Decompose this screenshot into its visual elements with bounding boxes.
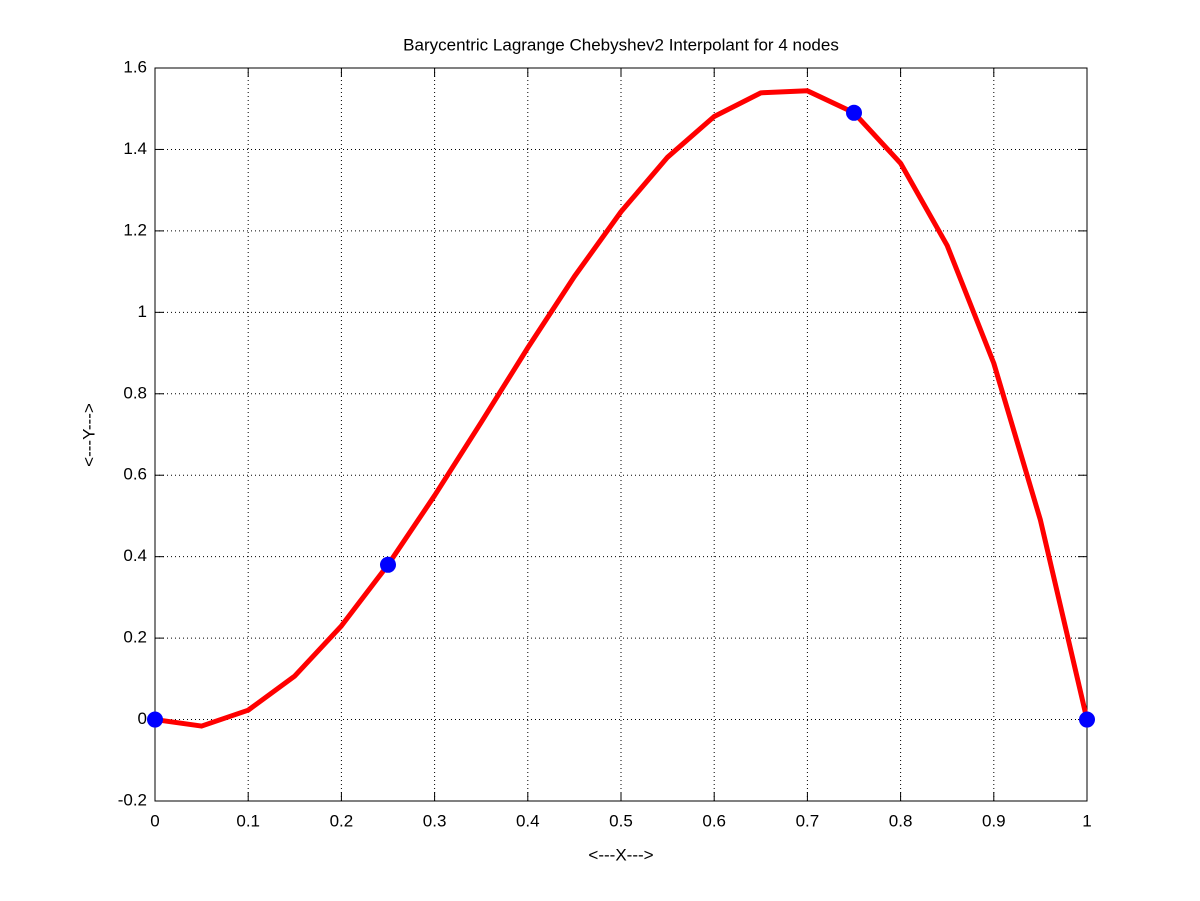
x-tick-label: 0.6 bbox=[702, 811, 726, 830]
y-tick-label: 1.6 bbox=[123, 57, 147, 76]
x-tick-label: 0.9 bbox=[982, 811, 1006, 830]
y-tick-label: 0 bbox=[138, 709, 147, 728]
x-tick-label: 0.2 bbox=[330, 811, 354, 830]
node-point bbox=[147, 711, 163, 728]
x-tick-label: 0.3 bbox=[423, 811, 447, 830]
x-tick-label: 1 bbox=[1082, 811, 1091, 830]
x-tick-label: 0.4 bbox=[516, 811, 540, 830]
y-tick-label: 1 bbox=[138, 302, 147, 321]
chart-title: Barycentric Lagrange Chebyshev2 Interpol… bbox=[403, 35, 839, 54]
node-point bbox=[846, 104, 862, 121]
y-tick-label: 0.4 bbox=[123, 546, 147, 565]
y-tick-label: 0.6 bbox=[123, 465, 147, 484]
x-tick-label: 0.8 bbox=[889, 811, 913, 830]
x-tick-label: 0 bbox=[150, 811, 159, 830]
x-tick-label: 0.5 bbox=[609, 811, 633, 830]
y-tick-label: -0.2 bbox=[118, 790, 147, 809]
node-point bbox=[1079, 711, 1095, 728]
x-axis-label: <---X---> bbox=[588, 845, 653, 864]
curve bbox=[154, 88, 1090, 729]
y-tick-label: 0.2 bbox=[123, 628, 147, 647]
y-tick-label: 0.8 bbox=[123, 383, 147, 402]
plot-frame bbox=[154, 67, 1088, 802]
y-tick-label: 1.4 bbox=[123, 139, 147, 158]
node-point bbox=[380, 556, 396, 573]
y-tick-label: 1.2 bbox=[123, 220, 147, 239]
x-tick-label: 0.1 bbox=[236, 811, 260, 830]
x-tick-label: 0.7 bbox=[796, 811, 820, 830]
y-axis-label: <---Y---> bbox=[79, 403, 98, 467]
